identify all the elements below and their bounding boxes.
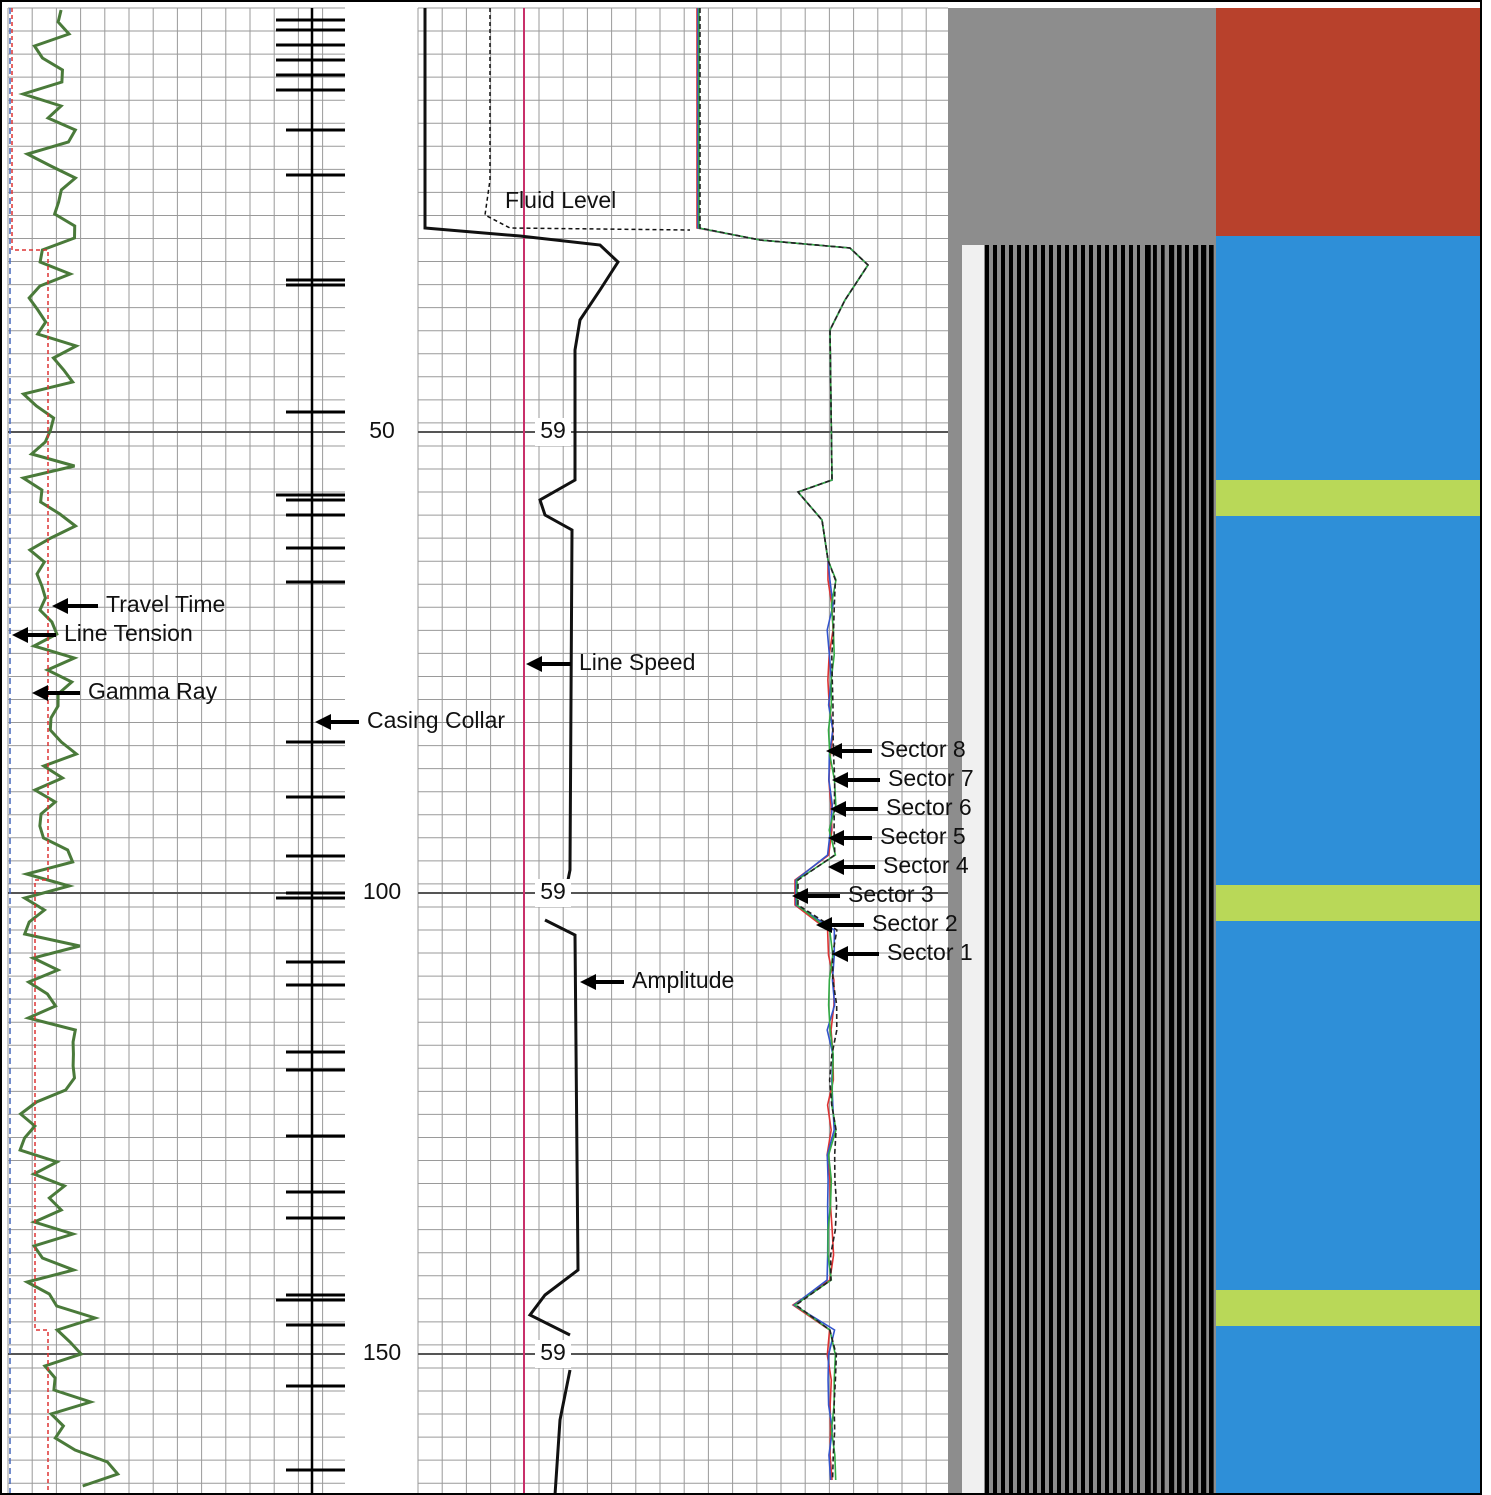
vdl-stripe: [1041, 245, 1045, 1495]
vdl-stripe: [1081, 245, 1085, 1495]
arrow-head: [828, 859, 844, 875]
image-top: [1216, 8, 1481, 236]
annotation: Sector 4: [883, 852, 969, 878]
line-speed-label: 59: [540, 1339, 566, 1365]
depth-label: 100: [363, 878, 401, 904]
annotation: Line Speed: [579, 649, 695, 675]
curves: [9, 8, 870, 1495]
vdl-stripe: [1129, 245, 1133, 1495]
fluid-level-curve: [484, 8, 691, 231]
annotation: Travel Time: [106, 591, 225, 617]
annotation: Sector 2: [872, 910, 958, 936]
label-bg: [355, 418, 405, 446]
image-band: [1216, 1290, 1481, 1326]
arrow-head: [12, 627, 28, 643]
arrow-head: [580, 974, 596, 990]
image-band: [1216, 480, 1481, 516]
annotation: Sector 8: [880, 736, 966, 762]
annotation: Sector 1: [887, 939, 973, 965]
arrow-head: [315, 714, 331, 730]
vdl-stripe: [1209, 245, 1214, 1495]
annotation: Sector 6: [886, 794, 972, 820]
annotation: Sector 7: [888, 765, 974, 791]
vdl-stripe: [1065, 245, 1069, 1495]
annotation: Gamma Ray: [88, 678, 218, 704]
vdl-stripe: [1161, 245, 1165, 1495]
annotation: Amplitude: [632, 967, 734, 993]
vdl-stripe: [1009, 245, 1013, 1495]
vdl-stripe: [1137, 245, 1141, 1495]
vdl-stripe: [1201, 245, 1207, 1495]
arrow-head: [826, 743, 842, 759]
vdl-stripe: [1001, 245, 1005, 1495]
amplitude-curve: [423, 8, 620, 881]
vdl-stripe: [1121, 245, 1125, 1495]
vdl-stripe: [1049, 245, 1053, 1495]
vdl-stripe: [985, 245, 989, 1495]
amplitude-curve: [553, 1369, 572, 1495]
amplitude-curve: [527, 918, 580, 1337]
line-speed-label: 59: [540, 417, 566, 443]
annotation: Sector 3: [848, 881, 934, 907]
vdl-stripe: [993, 245, 997, 1495]
vdl-stripe: [1185, 245, 1189, 1495]
label-bg: [355, 879, 405, 907]
labels: 50 59 100 59 150 59 Fluid Level Travel Time Line…: [12, 187, 974, 1368]
vdl-stripe: [1097, 245, 1101, 1495]
vdl-track: [962, 245, 1214, 1495]
vdl-stripe: [1089, 245, 1093, 1495]
image-band: [1216, 885, 1481, 921]
arrow-head: [830, 801, 846, 817]
vdl-stripe: [1113, 245, 1117, 1495]
arrow-head: [526, 656, 542, 672]
vdl-stripe: [1017, 245, 1021, 1495]
annotation: Casing Collar: [367, 707, 505, 733]
vdl-stripe: [1105, 245, 1109, 1495]
vdl-stripe: [1033, 245, 1037, 1495]
vdl-left: [962, 245, 984, 1495]
vdl-stripe: [1073, 245, 1077, 1495]
vdl-stripe: [1025, 245, 1029, 1495]
sector-curve: [699, 8, 870, 1481]
arrow-head: [52, 598, 68, 614]
annotation: Line Tension: [64, 620, 193, 646]
arrow-head: [828, 830, 844, 846]
vdl-stripe: [1153, 245, 1157, 1495]
arrow-head: [792, 888, 808, 904]
label-bg: [535, 1340, 571, 1368]
vdl-stripe: [1169, 245, 1175, 1495]
annotation: Sector 5: [880, 823, 966, 849]
image-body: [1216, 236, 1481, 1495]
arrow-head: [816, 917, 832, 933]
annotation: Fluid Level: [505, 187, 616, 213]
label-bg: [535, 879, 571, 907]
vdl-stripe: [1193, 245, 1199, 1495]
label-bg: [355, 1340, 405, 1368]
line-speed-label: 59: [540, 878, 566, 904]
depth-label: 150: [363, 1339, 401, 1365]
grid: [7, 7, 948, 1495]
vdl-stripe: [1057, 245, 1061, 1495]
vdl-stripe: [1145, 245, 1151, 1495]
gamma-ray-curve: [18, 9, 121, 1488]
travel-time-curve: [11, 8, 49, 1495]
arrow-head: [32, 685, 48, 701]
label-bg: [535, 418, 571, 446]
depth-label: 50: [369, 417, 395, 443]
arrow-head: [832, 772, 848, 788]
arrow-head: [832, 946, 848, 962]
vdl-stripe: [1177, 245, 1182, 1495]
